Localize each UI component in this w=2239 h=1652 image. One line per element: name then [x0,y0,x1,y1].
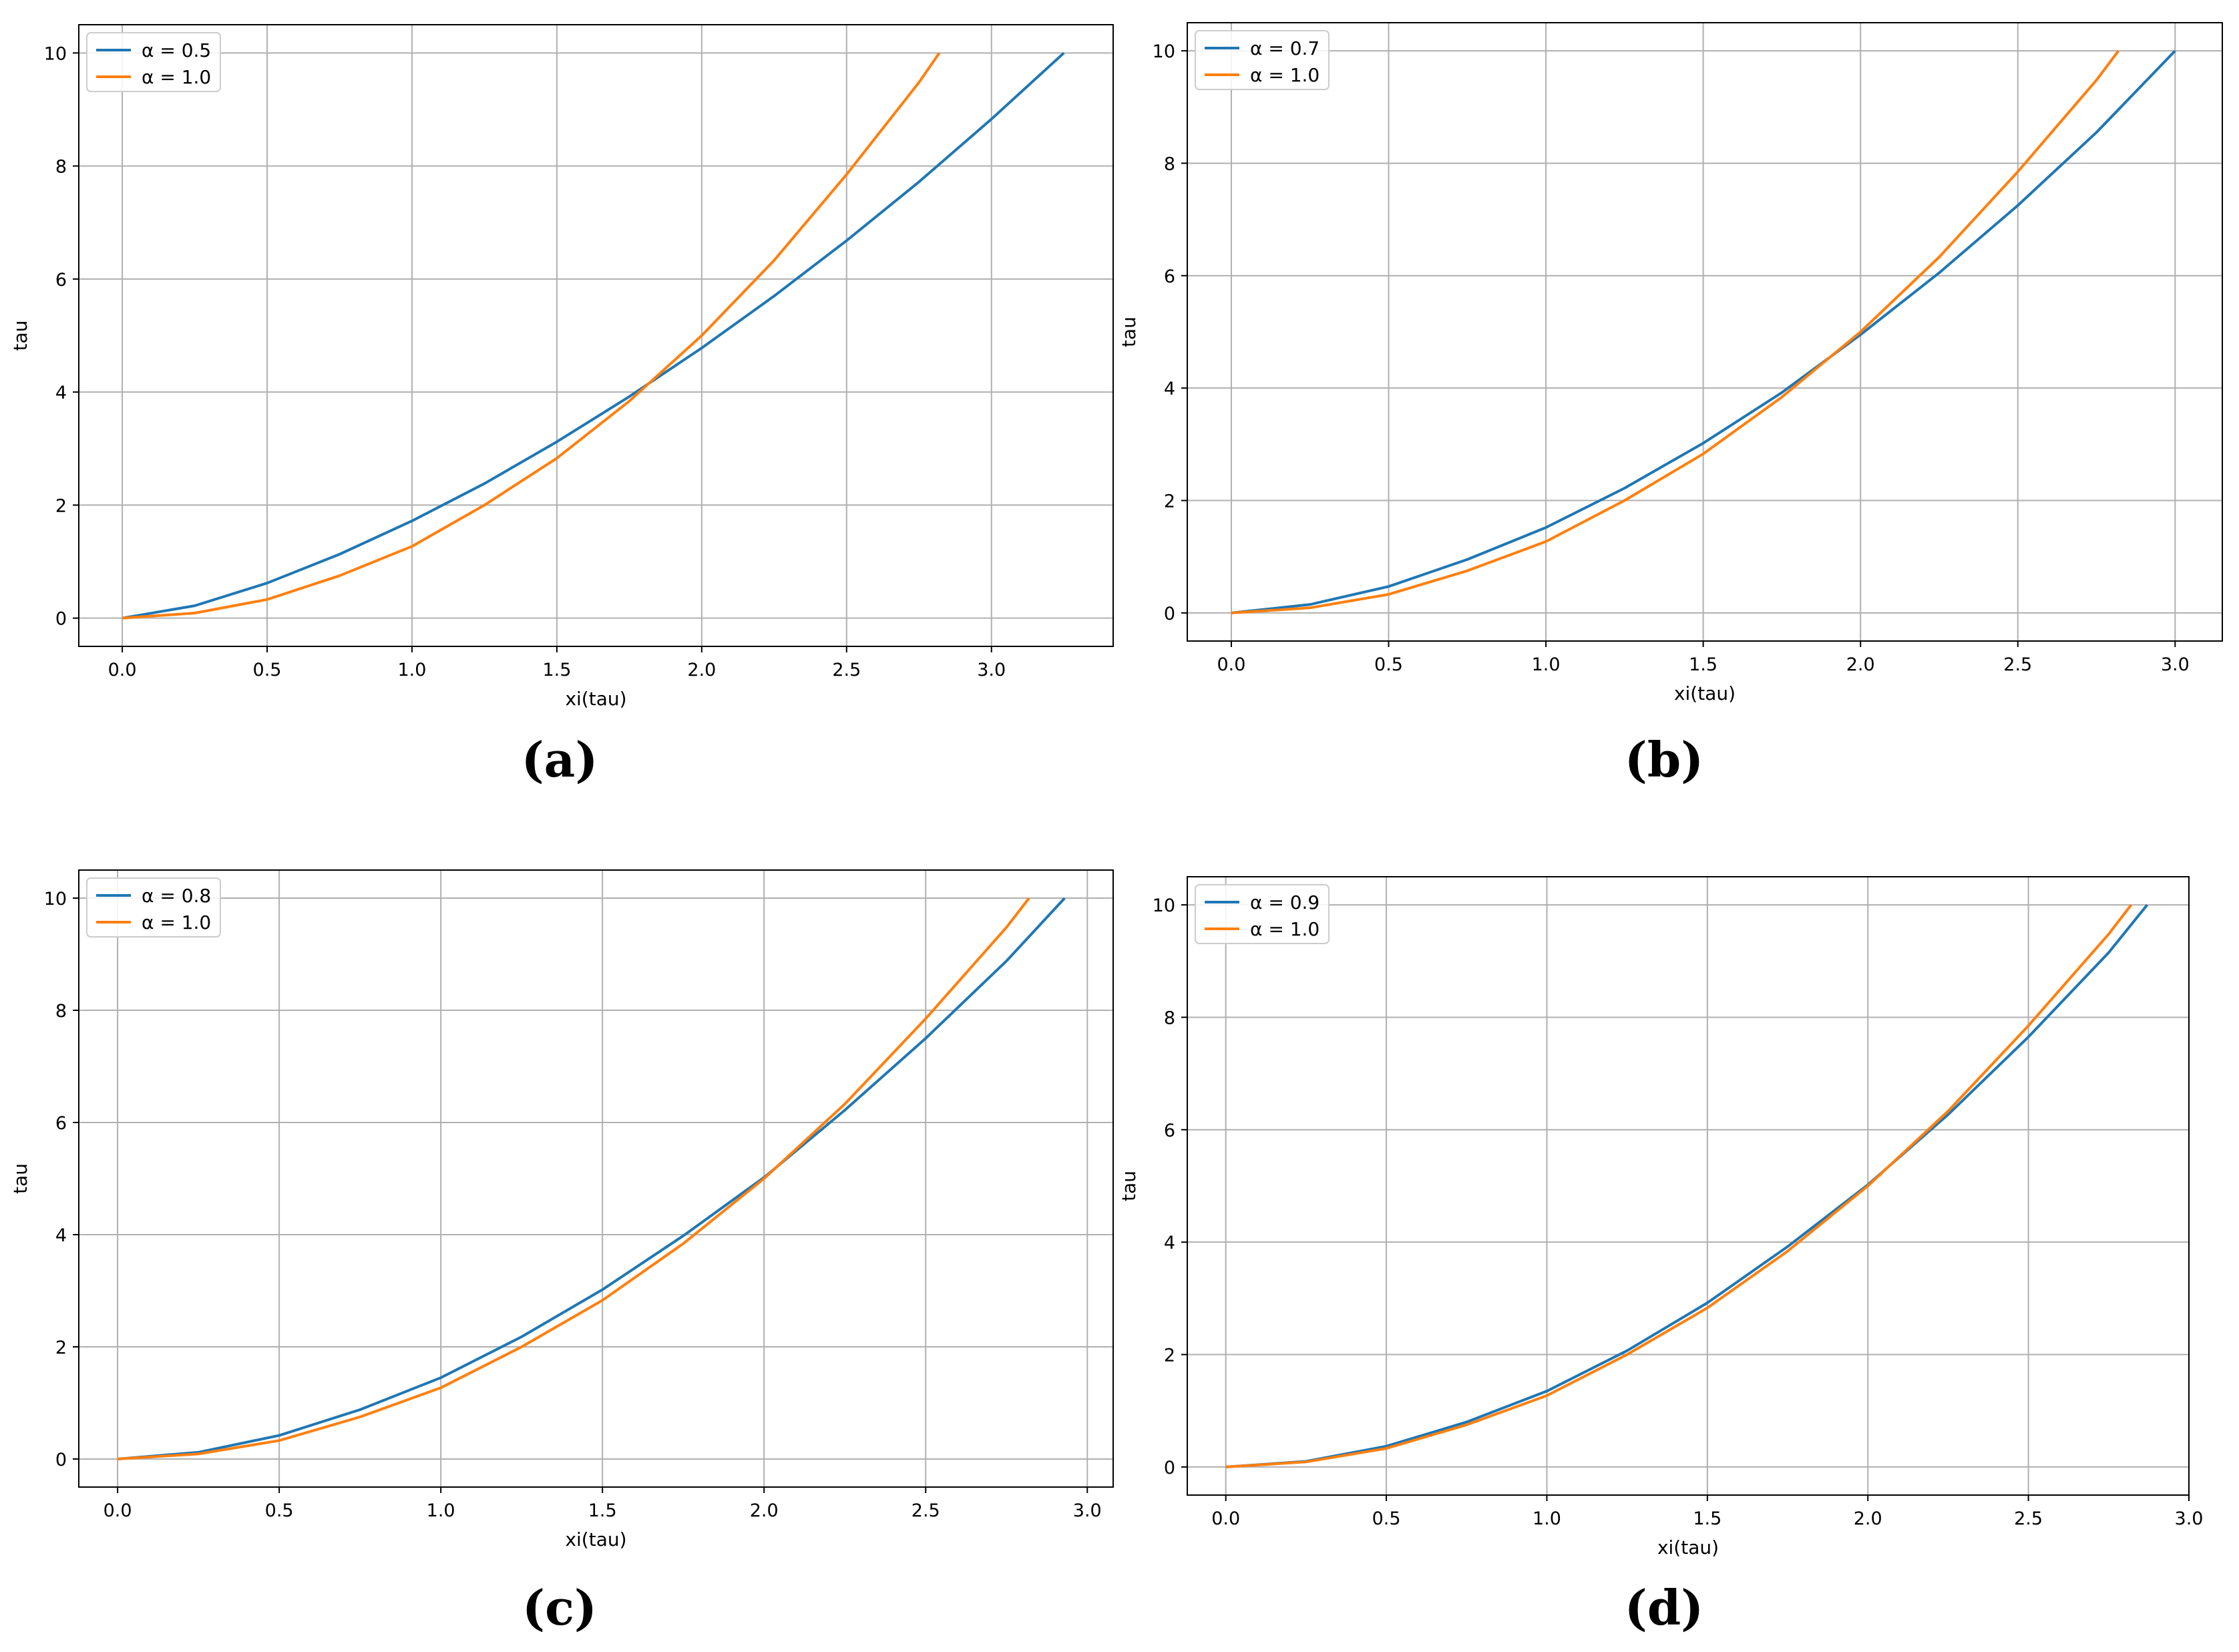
y-tick-label: 6 [55,270,67,290]
x-tick-label: 1.5 [588,1500,617,1521]
caption-d: (d) [1624,1579,1704,1636]
series-line-1 [117,897,1066,1460]
y-tick-label: 8 [55,1001,67,1022]
y-tick-label: 4 [1164,1233,1175,1253]
x-tick-label: 1.0 [1532,654,1561,675]
y-axis-label: tau [9,321,31,351]
y-tick-label: 6 [55,1113,67,1134]
legend-label-1: α = 0.5 [142,39,211,61]
plot-frame [1187,876,2190,1496]
chart-d: 0.0 0.5 1.0 1.5 2.0 2.5 3.0 0 2 4 6 8 10 xi(tau) tau α … [1118,876,2204,1559]
x-tick-label: 0.0 [108,660,137,680]
y-tick-label: 8 [55,157,67,178]
chart-panel-c: 0.0 0.5 1.0 1.5 2.0 2.5 3.0 0 2 4 6 8 10 xi(tau) tau α … [0,826,1119,1652]
legend-label-2: α = 1.0 [142,911,211,934]
x-tick-label: 0.5 [1374,654,1403,675]
series-line-1 [1225,903,2149,1468]
x-tick-label: 1.5 [1689,654,1717,675]
y-tick-label: 8 [1164,1008,1175,1028]
y-axis-label: tau [1118,317,1140,347]
y-axis-label: tau [9,1163,31,1194]
caption-c: (c) [522,1579,597,1636]
x-tick-label: 2.0 [750,1500,779,1521]
series-line-2 [117,897,1030,1460]
x-tick-label: 2.5 [911,1500,940,1521]
x-tick-label: 3.0 [977,660,1006,680]
series-line-1 [1231,49,2176,614]
x-tick-label: 1.5 [1693,1508,1721,1529]
x-axis-label: xi(tau) [1674,682,1736,704]
chart-panel-a: 0.0 0.5 1.0 1.5 2.0 2.5 3.0 0 2 4 6 8 10 xi(tau) tau α … [0,0,1119,826]
caption-a: (a) [521,731,598,788]
x-tick-label: 0.5 [1372,1508,1401,1529]
plot-frame [78,24,1114,647]
y-tick-label: 2 [1164,1346,1175,1366]
y-tick-label: 2 [55,1337,67,1358]
x-tick-label: 1.0 [427,1500,455,1521]
x-tick-label: 1.0 [1533,1508,1561,1529]
y-tick-label: 0 [1164,604,1175,624]
x-tick-label: 2.5 [2014,1508,2043,1529]
legend-label-2: α = 1.0 [1250,918,1319,940]
x-tick-label: 0.0 [104,1500,132,1521]
legend-label-1: α = 0.9 [1250,891,1319,913]
series-line-1 [122,51,1065,620]
y-tick-label: 4 [1164,379,1175,399]
x-tick-label: 0.5 [265,1500,294,1521]
chart-a: 0.0 0.5 1.0 1.5 2.0 2.5 3.0 0 2 4 6 8 10 xi(tau) tau α … [9,24,1114,710]
y-tick-label: 10 [44,889,67,909]
y-tick-label: 10 [44,43,67,64]
series-line-2 [1225,903,2133,1468]
x-tick-label: 1.5 [542,660,571,680]
x-tick-label: 1.0 [398,660,427,680]
x-tick-label: 0.0 [1217,654,1245,675]
y-tick-label: 6 [1164,1120,1175,1141]
legend-label-2: α = 1.0 [142,66,211,88]
y-tick-label: 2 [55,495,67,516]
legend-label-2: α = 1.0 [1250,64,1319,86]
x-tick-label: 2.5 [832,660,861,680]
y-tick-label: 10 [1153,41,1175,62]
x-tick-label: 2.0 [1854,1508,1882,1529]
y-tick-label: 0 [1164,1458,1175,1478]
x-tick-label: 0.5 [253,660,282,680]
x-axis-label: xi(tau) [1657,1536,1719,1559]
y-tick-label: 8 [1164,154,1175,174]
chart-panel-d: 0.0 0.5 1.0 1.5 2.0 2.5 3.0 0 2 4 6 8 10 xi(tau) tau α … [1118,826,2239,1652]
x-axis-label: xi(tau) [565,1528,626,1551]
x-tick-label: 3.0 [1073,1500,1102,1521]
y-tick-label: 0 [55,609,67,630]
y-tick-label: 10 [1153,895,1175,916]
x-tick-label: 2.0 [687,660,716,680]
plot-frame [1187,22,2223,642]
y-tick-label: 0 [55,1450,67,1470]
y-tick-label: 2 [1164,491,1175,512]
y-tick-label: 4 [55,1225,67,1246]
legend-label-1: α = 0.8 [142,885,211,907]
y-axis-label: tau [1118,1171,1140,1201]
chart-b: 0.0 0.5 1.0 1.5 2.0 2.5 3.0 0 2 4 6 8 10 xi(tau) tau α … [1118,22,2223,704]
x-tick-label: 3.0 [2175,1508,2204,1529]
x-axis-label: xi(tau) [565,688,626,710]
y-tick-label: 4 [55,383,67,403]
x-tick-label: 3.0 [2161,654,2190,675]
caption-b: (b) [1624,731,1704,788]
x-tick-label: 2.0 [1846,654,1875,675]
legend-label-1: α = 0.7 [1250,37,1319,59]
x-tick-label: 2.5 [2003,654,2032,675]
chart-c: 0.0 0.5 1.0 1.5 2.0 2.5 3.0 0 2 4 6 8 10 xi(tau) tau α … [9,869,1114,1551]
chart-panel-b: 0.0 0.5 1.0 1.5 2.0 2.5 3.0 0 2 4 6 8 10 xi(tau) tau α … [1118,0,2239,826]
series-line-2 [122,52,941,620]
series-line-2 [1231,49,2120,614]
x-tick-label: 0.0 [1211,1508,1240,1529]
y-tick-label: 6 [1164,266,1175,287]
plot-frame [78,869,1114,1488]
